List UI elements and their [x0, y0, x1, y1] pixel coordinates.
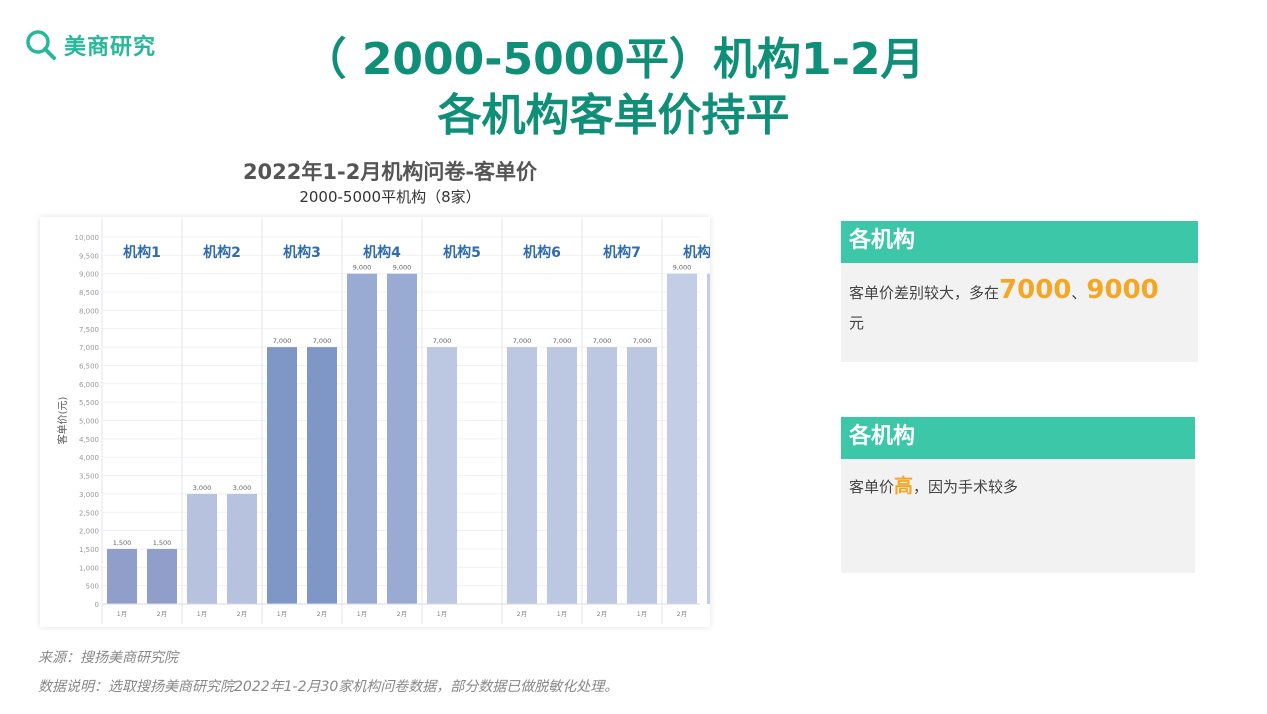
data-label: 3,000 [233, 484, 252, 492]
brand-logo: 美商研究 [24, 28, 156, 62]
x-tick-label: 1月 [277, 610, 288, 618]
group-label: 机构6 [523, 244, 561, 261]
y-tick-label: 500 [86, 583, 99, 591]
x-tick-label: 1月 [437, 610, 448, 618]
data-label: 1,500 [153, 539, 172, 547]
y-tick-label: 7,500 [79, 326, 99, 334]
bar [667, 273, 697, 604]
data-label: 7,000 [553, 337, 572, 345]
insight-card-2: 各机构 客单价高，因为手术较多 [841, 417, 1195, 573]
data-label: 9,000 [353, 264, 372, 272]
insight-card-1: 各机构 客单价差别较大，多在7000、9000 元 [841, 221, 1198, 362]
group-label: 机构2 [203, 244, 241, 261]
headline-line2: 各机构客单价持平 [437, 90, 790, 141]
source-note: 来源：搜扬美商研究院 [38, 650, 178, 666]
x-tick-label: 1月 [197, 610, 208, 618]
data-label: 3,000 [193, 484, 212, 492]
y-tick-label: 8,000 [79, 307, 99, 315]
y-tick-label: 6,500 [79, 362, 99, 370]
y-tick-label: 9,500 [79, 252, 99, 260]
y-tick-label: 10,000 [75, 234, 100, 242]
x-tick-label: 2月 [397, 610, 408, 618]
y-tick-label: 2,500 [79, 509, 99, 517]
card-text: ，因为手术较多 [913, 478, 1019, 496]
y-tick-label: 5,000 [79, 418, 99, 426]
bar [387, 273, 417, 604]
magnifier-icon [26, 30, 56, 60]
data-label: 9,000 [393, 264, 412, 272]
group-label: 机构7 [603, 244, 641, 261]
card-text: 客单价差别较大，多在 [849, 284, 1000, 302]
group-label: 机构5 [443, 244, 481, 261]
chart-frame: 0 500 1,000 1,500 2,000 2,500 3,000 3,500 4,000 4… [40, 217, 737, 627]
group-label: 机构1 [123, 244, 161, 261]
bar [107, 548, 137, 604]
x-tick-label: 2月 [597, 610, 608, 618]
y-tick-label: 4,500 [79, 436, 99, 444]
highlight-value: 9000 [1086, 275, 1159, 305]
y-tick-label: 7,000 [79, 344, 99, 352]
x-tick-label: 2月 [677, 610, 688, 618]
x-tick-label: 1月 [557, 610, 568, 618]
y-tick-label: 4,000 [79, 454, 99, 462]
y-tick-label: 9,000 [79, 271, 99, 279]
y-axis-label: 客单价(元) [56, 397, 69, 445]
y-tick-label: 8,500 [79, 289, 99, 297]
y-tick-label: 5,500 [79, 399, 99, 407]
bar [227, 493, 257, 604]
bar [307, 347, 337, 604]
data-label: 7,000 [593, 337, 612, 345]
y-tick-label: 6,000 [79, 381, 99, 389]
bar [707, 273, 737, 604]
data-label: 1,500 [113, 539, 132, 547]
bar [627, 347, 657, 604]
bar [427, 347, 457, 604]
x-tick-label: 1月 [117, 610, 128, 618]
data-label: 7,000 [273, 337, 292, 345]
bar [147, 548, 177, 604]
card-text: 元 [849, 314, 865, 332]
bar [347, 273, 377, 604]
card-body: 客单价高，因为手术较多 [841, 459, 1195, 514]
bar [547, 347, 577, 604]
chart-title: 2022年1-2月机构问卷-客单价 [242, 160, 538, 184]
data-note: 数据说明：选取搜扬美商研究院2022年1-2月30家机构问卷数据，部分数据已做脱… [38, 679, 619, 695]
y-tick-label: 1,000 [79, 564, 99, 572]
y-tick-label: 0 [95, 601, 99, 609]
card-text: 、 [1071, 284, 1087, 302]
x-tick-label: 2月 [517, 610, 528, 618]
data-label: 7,000 [433, 337, 452, 345]
y-tick-label: 3,000 [79, 491, 99, 499]
x-tick-label: 2月 [237, 610, 248, 618]
y-tick-label: 2,000 [79, 528, 99, 536]
group-label: 机构4 [363, 244, 401, 261]
headline-line1: （ 2000-5000平）机构1-2月 [302, 34, 925, 85]
y-tick-label: 3,500 [79, 473, 99, 481]
group-label: 机构3 [283, 244, 321, 261]
y-tick-label: 1,500 [79, 546, 99, 554]
bar [267, 347, 297, 604]
brand-name: 美商研究 [64, 35, 157, 60]
card-text: 客单价 [849, 478, 895, 496]
data-label: 7,000 [313, 337, 332, 345]
bar [187, 493, 217, 604]
highlight-value: 7000 [999, 275, 1072, 305]
x-tick-label: 1月 [357, 610, 368, 618]
x-tick-label: 2月 [317, 610, 328, 618]
group-label: 机构8 [683, 244, 710, 261]
bar [587, 347, 617, 604]
data-label: 7,000 [633, 337, 652, 345]
data-label: 7,000 [513, 337, 532, 345]
bar [507, 347, 537, 604]
data-label: 9,000 [673, 264, 692, 272]
highlight-value: 高 [894, 475, 914, 497]
card-title: 各机构 [841, 221, 1198, 263]
x-tick-label: 1月 [637, 610, 648, 618]
card-body: 客单价差别较大，多在7000、9000 元 [841, 263, 1198, 350]
x-tick-label: 2月 [157, 610, 168, 618]
bar-chart: 0 500 1,000 1,500 2,000 2,500 3,000 3,500 4,000 4… [56, 219, 737, 624]
card-title: 各机构 [841, 417, 1195, 459]
chart-subtitle: 2000-5000平机构（8家） [299, 188, 481, 206]
